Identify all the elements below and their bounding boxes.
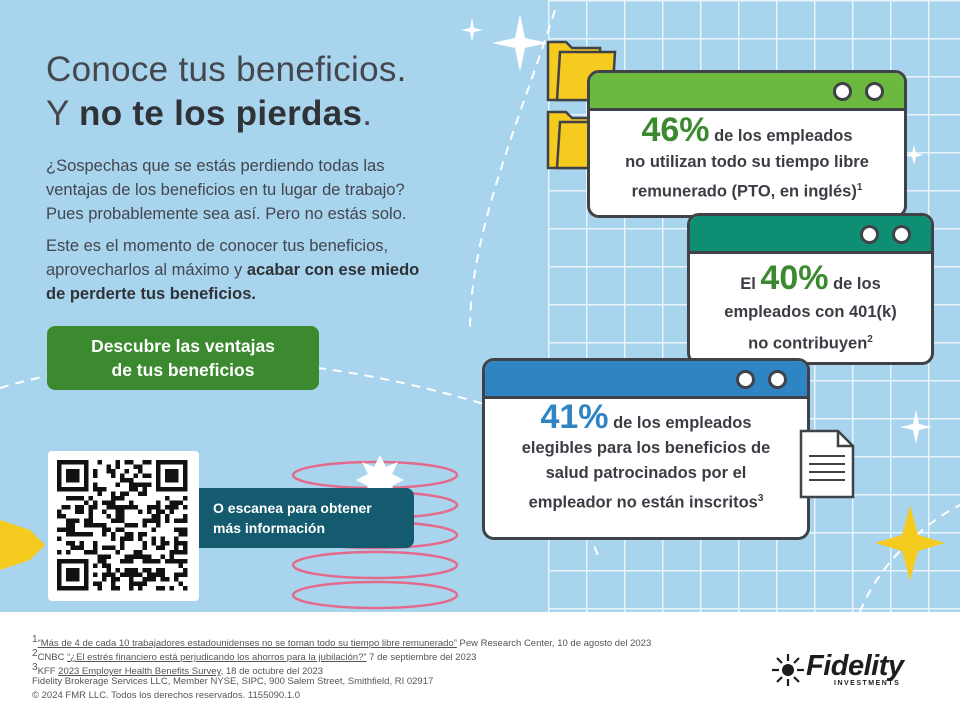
footer: 1“Más de 4 de cada 10 trabajadores estad… xyxy=(0,612,960,720)
window-dot-icon xyxy=(768,370,787,389)
stat-line-3-text: remunerado (PTO, en inglés) xyxy=(631,182,857,201)
footnote-3-rest: , 18 de octubre del 2023 xyxy=(220,666,324,678)
footnote-3-pre: KFF xyxy=(37,666,59,678)
window-dot-icon xyxy=(865,82,884,101)
cta-line-1: Descubre las ventajas xyxy=(91,336,275,356)
intro-line-2: ventajas de los beneficios en tu lugar d… xyxy=(46,181,405,199)
footnote-2-rest: 7 de septiembre del 2023 xyxy=(366,652,477,664)
stat-line-2: empleados con 401(k) xyxy=(724,303,897,321)
logo-text: Fidelity xyxy=(806,650,904,682)
stat-text-pto: 46% de los empleados no utilizan todo su… xyxy=(590,111,904,205)
stat-window-pto: 46% de los empleados no utilizan todo su… xyxy=(587,70,907,218)
stat-line-1: El 40% de los xyxy=(690,261,931,298)
window-titlebar xyxy=(590,73,904,111)
stat-ref: 2 xyxy=(867,334,873,345)
stat-line-3: salud patrocinados por el xyxy=(545,464,747,482)
yellow-sparkle-icon xyxy=(875,505,945,581)
moment-line-3-bold: de perderte tus beneficios. xyxy=(46,285,256,303)
footnote-1-rest: Pew Research Center, 10 de agosto del 20… xyxy=(456,638,652,650)
stat-suffix: de los empleados xyxy=(608,414,752,432)
document-icon xyxy=(799,429,855,499)
footnote-1-link[interactable]: “Más de 4 de cada 10 trabajadores estado… xyxy=(37,638,457,650)
stat-text-401k: El 40% de los empleados con 401(k) no co… xyxy=(690,254,931,358)
stat-percent: 46% xyxy=(641,111,710,149)
fidelity-logo-icon xyxy=(772,654,804,686)
stat-window-401k: El 40% de los empleados con 401(k) no co… xyxy=(687,213,934,365)
scan-panel: O escanea para obtener más información xyxy=(199,488,414,548)
stat-line-2: elegibles para los beneficios de xyxy=(521,439,771,457)
stat-line-1: 46% de los empleados xyxy=(590,113,904,149)
title-line-1: Conoce tus beneficios. xyxy=(46,50,407,89)
moment-line-1: Este es el momento de conocer tus benefi… xyxy=(46,237,389,255)
intro-line-1: ¿Sospechas que se estás perdiendo todas … xyxy=(46,157,385,175)
title-prefix: Y xyxy=(46,94,80,133)
footnote-2: 2CNBC “¿El estrés financiero está perjud… xyxy=(32,648,476,664)
stat-percent: 40% xyxy=(760,259,829,297)
sparkle-icon xyxy=(461,14,932,444)
qr-card[interactable] xyxy=(48,451,199,601)
stat-line-3-text: no contribuyen xyxy=(748,334,868,353)
cta-line-2: de tus beneficios xyxy=(111,360,255,380)
stat-line-3: remunerado (PTO, en inglés)1 xyxy=(590,175,904,205)
stat-ref: 1 xyxy=(856,182,863,193)
scan-line-1: O escanea para obtener xyxy=(213,500,372,516)
yellow-burst-icon xyxy=(0,520,45,570)
moment-line-2-text: aprovecharlos al máximo y xyxy=(46,261,247,279)
window-titlebar xyxy=(690,216,931,254)
title-bold: no te los pierdas xyxy=(79,94,363,133)
stat-line-1: 41% de los empleados xyxy=(499,400,793,436)
stat-text-health: 41% de los empleados elegibles para los … xyxy=(485,399,807,516)
footnote-2-link[interactable]: “¿El estrés financiero está perjudicando… xyxy=(67,652,367,664)
footnote-2-pre: CNBC xyxy=(37,652,68,664)
footnote-num: 2 xyxy=(32,648,38,659)
stat-suffix: de los xyxy=(828,275,881,293)
window-dot-icon xyxy=(736,370,755,389)
fidelity-logo: Fidelity INVESTMENTS xyxy=(770,650,934,690)
logo-subtext: INVESTMENTS xyxy=(834,680,901,687)
window-dot-icon xyxy=(892,225,911,244)
footnote-1: 1“Más de 4 de cada 10 trabajadores estad… xyxy=(32,634,651,650)
moment-paragraph: Este es el momento de conocer tus benefi… xyxy=(46,234,419,306)
title-line-2: Y no te los pierdas. xyxy=(46,92,407,136)
intro-line-3: Pues probablemente sea así. Pero no está… xyxy=(46,205,407,223)
stat-line-2: no utilizan todo su tiempo libre xyxy=(625,153,869,171)
scan-line-2: más información xyxy=(213,520,326,536)
stat-line-4: empleador no están inscritos3 xyxy=(499,486,793,516)
footnote-3-link[interactable]: 2023 Employer Health Benefits Survey xyxy=(58,666,221,678)
title-suffix: . xyxy=(362,94,373,133)
moment-line-3: de perderte tus beneficios. xyxy=(46,282,419,306)
page-title: Conoce tus beneficios. Y no te los pierd… xyxy=(46,48,407,136)
stat-window-health: 41% de los empleados elegibles para los … xyxy=(482,358,810,540)
qr-code xyxy=(57,460,188,591)
copyright-line: © 2024 FMR LLC. Todos los derechos reser… xyxy=(32,690,301,701)
stat-prefix: El xyxy=(740,275,761,293)
stat-ref: 3 xyxy=(757,493,764,504)
window-titlebar xyxy=(485,361,807,399)
intro-paragraph: ¿Sospechas que se estás perdiendo todas … xyxy=(46,154,406,226)
window-dot-icon xyxy=(833,82,852,101)
footnote-num: 1 xyxy=(32,634,38,645)
stat-suffix: de los empleados xyxy=(709,127,853,145)
stat-line-4-text: empleador no están inscritos xyxy=(528,493,758,512)
moment-line-2-bold: acabar con ese miedo xyxy=(246,261,420,279)
discover-benefits-button[interactable]: Descubre las ventajas de tus beneficios xyxy=(47,326,319,390)
footnote-num: 3 xyxy=(32,662,38,673)
footnote-3: 3KFF 2023 Employer Health Benefits Surve… xyxy=(32,662,323,678)
window-dot-icon xyxy=(860,225,879,244)
hero-area: Conoce tus beneficios. Y no te los pierd… xyxy=(0,0,960,612)
legal-line: Fidelity Brokerage Services LLC, Member … xyxy=(32,676,434,687)
moment-line-2: aprovecharlos al máximo y acabar con ese… xyxy=(46,258,419,282)
stat-percent: 41% xyxy=(540,398,609,436)
stat-line-3: no contribuyen2 xyxy=(690,326,931,358)
